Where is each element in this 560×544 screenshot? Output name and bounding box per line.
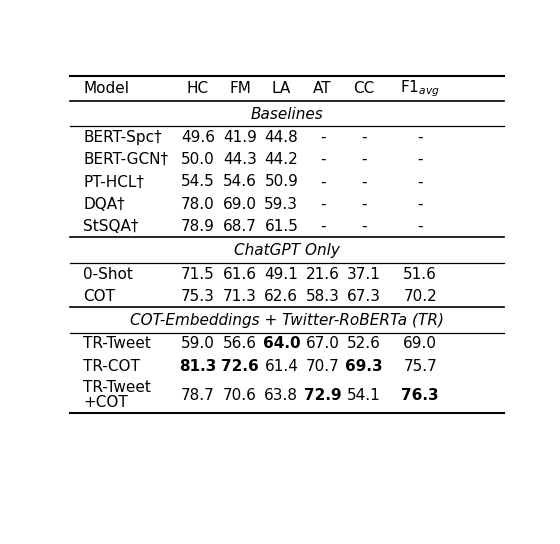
Text: 72.6: 72.6 <box>221 358 259 374</box>
Text: -: - <box>361 152 367 167</box>
Text: 75.3: 75.3 <box>181 289 215 304</box>
Text: 49.1: 49.1 <box>264 267 298 281</box>
Text: +COT: +COT <box>83 395 128 410</box>
Text: AT: AT <box>313 81 332 96</box>
Text: 68.7: 68.7 <box>223 219 257 234</box>
Text: 44.2: 44.2 <box>264 152 298 167</box>
Text: 69.0: 69.0 <box>223 196 257 212</box>
Text: 54.6: 54.6 <box>223 175 257 189</box>
Text: 41.9: 41.9 <box>223 130 257 145</box>
Text: -: - <box>418 152 423 167</box>
Text: 56.6: 56.6 <box>223 336 257 351</box>
Text: 61.5: 61.5 <box>264 219 298 234</box>
Text: -: - <box>361 175 367 189</box>
Text: -: - <box>418 219 423 234</box>
Text: CC: CC <box>353 81 375 96</box>
Text: BERT-GCN†: BERT-GCN† <box>83 152 168 167</box>
Text: -: - <box>418 196 423 212</box>
Text: LA: LA <box>272 81 291 96</box>
Text: 72.9: 72.9 <box>304 387 342 403</box>
Text: -: - <box>418 175 423 189</box>
Text: BERT-Spc†: BERT-Spc† <box>83 130 162 145</box>
Text: ChatGPT Only: ChatGPT Only <box>234 243 340 258</box>
Text: TR-Tweet: TR-Tweet <box>83 380 151 395</box>
Text: Model: Model <box>83 81 129 96</box>
Text: 70.7: 70.7 <box>306 358 339 374</box>
Text: -: - <box>320 130 325 145</box>
Text: 69.0: 69.0 <box>403 336 437 351</box>
Text: -: - <box>320 152 325 167</box>
Text: Baselines: Baselines <box>251 107 323 122</box>
Text: TR-Tweet: TR-Tweet <box>83 336 151 351</box>
Text: 70.6: 70.6 <box>223 387 257 403</box>
Text: 76.3: 76.3 <box>402 387 439 403</box>
Text: DQA†: DQA† <box>83 196 125 212</box>
Text: 81.3: 81.3 <box>179 358 217 374</box>
Text: PT-HCL†: PT-HCL† <box>83 175 144 189</box>
Text: 67.3: 67.3 <box>347 289 381 304</box>
Text: 44.8: 44.8 <box>264 130 298 145</box>
Text: -: - <box>361 196 367 212</box>
Text: 54.5: 54.5 <box>181 175 215 189</box>
Text: StSQA†: StSQA† <box>83 219 138 234</box>
Text: 78.7: 78.7 <box>181 387 215 403</box>
Text: -: - <box>361 130 367 145</box>
Text: 70.2: 70.2 <box>403 289 437 304</box>
Text: -: - <box>361 219 367 234</box>
Text: 71.5: 71.5 <box>181 267 215 281</box>
Text: 59.0: 59.0 <box>181 336 215 351</box>
Text: 0-Shot: 0-Shot <box>83 267 133 281</box>
Text: 78.9: 78.9 <box>181 219 215 234</box>
Text: -: - <box>320 219 325 234</box>
Text: -: - <box>320 175 325 189</box>
Text: FM: FM <box>229 81 251 96</box>
Text: 52.6: 52.6 <box>347 336 381 351</box>
Text: TR-COT: TR-COT <box>83 358 140 374</box>
Text: F1$_{avg}$: F1$_{avg}$ <box>400 78 440 98</box>
Text: 59.3: 59.3 <box>264 196 298 212</box>
Text: 49.6: 49.6 <box>181 130 215 145</box>
Text: 44.3: 44.3 <box>223 152 257 167</box>
Text: 64.0: 64.0 <box>263 336 300 351</box>
Text: 50.0: 50.0 <box>181 152 215 167</box>
Text: 62.6: 62.6 <box>264 289 298 304</box>
Text: -: - <box>320 196 325 212</box>
Text: 78.0: 78.0 <box>181 196 215 212</box>
Text: 37.1: 37.1 <box>347 267 381 281</box>
Text: 71.3: 71.3 <box>223 289 257 304</box>
Text: 67.0: 67.0 <box>306 336 339 351</box>
Text: 54.1: 54.1 <box>347 387 381 403</box>
Text: HC: HC <box>187 81 209 96</box>
Text: 61.6: 61.6 <box>223 267 257 281</box>
Text: 58.3: 58.3 <box>306 289 339 304</box>
Text: 69.3: 69.3 <box>345 358 382 374</box>
Text: 63.8: 63.8 <box>264 387 298 403</box>
Text: COT: COT <box>83 289 115 304</box>
Text: -: - <box>418 130 423 145</box>
Text: 50.9: 50.9 <box>264 175 298 189</box>
Text: 51.6: 51.6 <box>403 267 437 281</box>
Text: COT-Embeddings + Twitter-RoBERTa (TR): COT-Embeddings + Twitter-RoBERTa (TR) <box>130 313 444 328</box>
Text: 61.4: 61.4 <box>264 358 298 374</box>
Text: 21.6: 21.6 <box>306 267 339 281</box>
Text: 75.7: 75.7 <box>403 358 437 374</box>
